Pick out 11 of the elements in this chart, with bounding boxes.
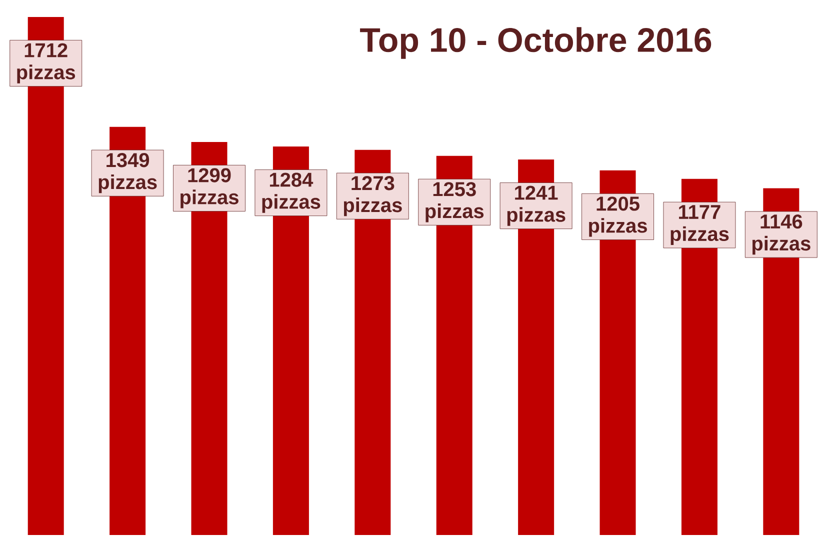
data-label: 1712 pizzas xyxy=(17,43,76,84)
data-label: 1177 pizzas xyxy=(670,205,729,245)
data-label: 1146 pizzas xyxy=(752,214,810,255)
data-label: 1273 pizzas xyxy=(344,176,402,216)
data-label: 1299 pizzas xyxy=(180,168,238,208)
data-label: 1253 pizzas xyxy=(426,182,484,222)
chart-title: Top 10 - Octobre 2016 xyxy=(360,27,712,59)
data-label: 1284 pizzas xyxy=(262,172,320,213)
data-label: 1205 pizzas xyxy=(589,196,647,237)
data-label: 1349 pizzas xyxy=(98,153,157,194)
data-label: 1241 pizzas xyxy=(507,186,566,226)
